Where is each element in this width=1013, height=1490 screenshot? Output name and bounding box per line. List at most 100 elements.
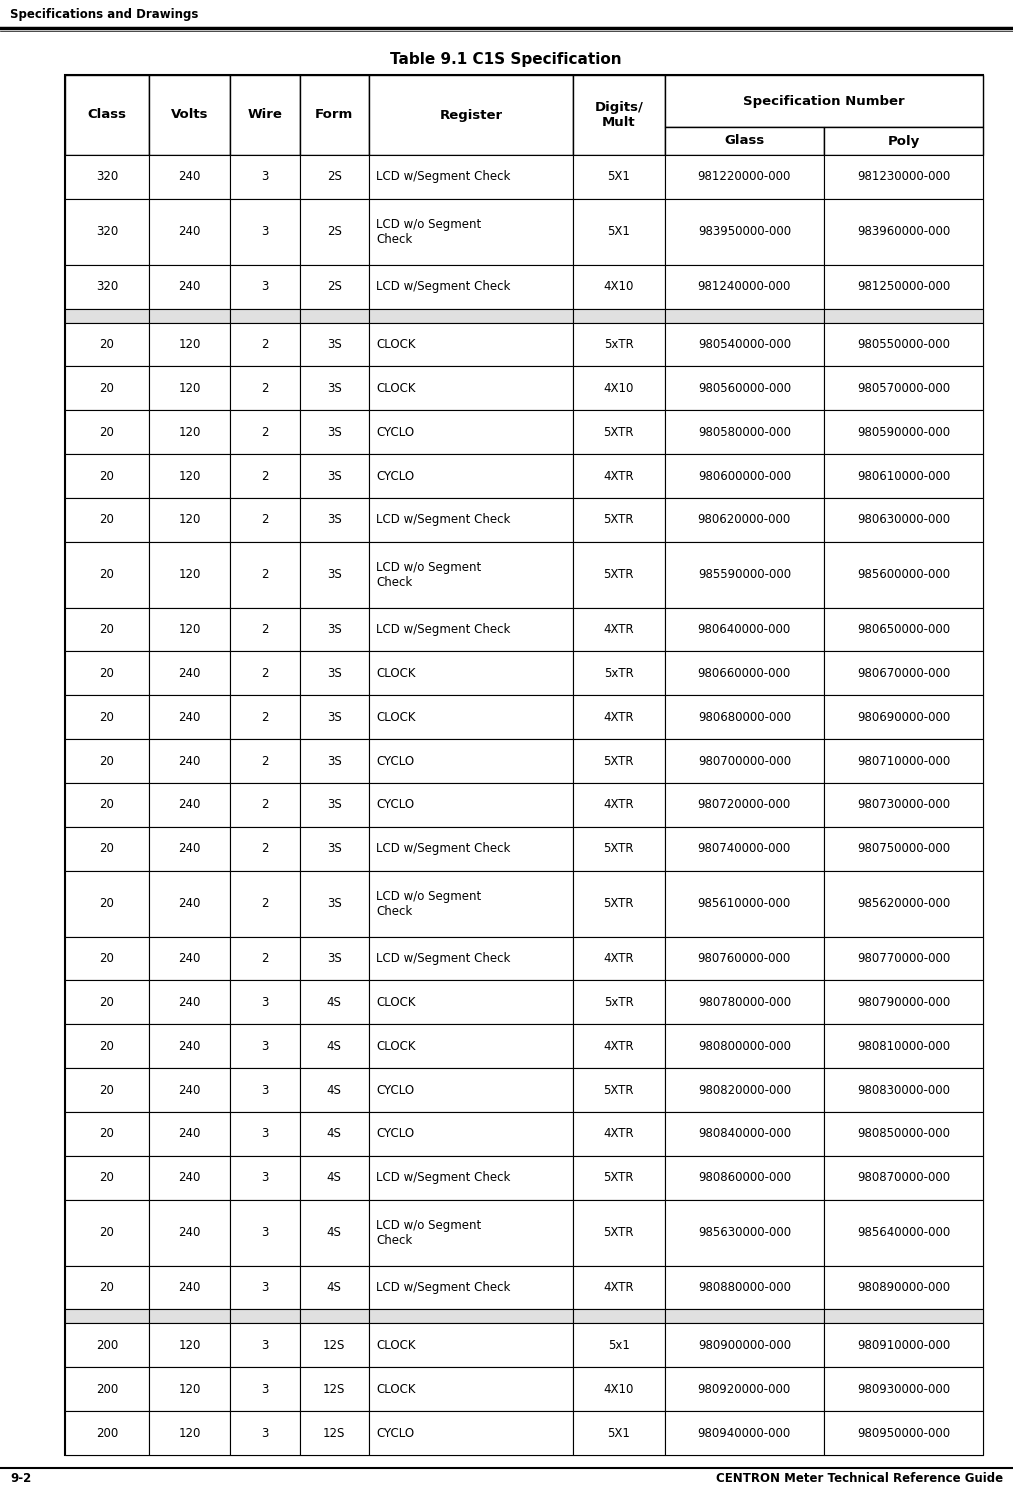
Text: 5xTR: 5xTR — [604, 995, 634, 1009]
Text: 3: 3 — [261, 280, 268, 294]
Bar — [824, 1310, 983, 1323]
Text: 4XTR: 4XTR — [604, 623, 634, 636]
Bar — [369, 608, 573, 651]
Text: 980890000-000: 980890000-000 — [857, 1281, 950, 1293]
Text: 980820000-000: 980820000-000 — [698, 1083, 791, 1097]
Text: 980720000-000: 980720000-000 — [698, 799, 791, 812]
Bar — [665, 608, 824, 651]
Text: 981220000-000: 981220000-000 — [698, 170, 791, 183]
Text: 20: 20 — [99, 568, 114, 581]
Text: 2S: 2S — [327, 170, 341, 183]
Bar — [149, 696, 230, 739]
Bar — [824, 1368, 983, 1411]
Text: 240: 240 — [178, 995, 201, 1009]
Text: 980680000-000: 980680000-000 — [698, 711, 791, 724]
Bar — [300, 784, 369, 827]
Bar — [65, 1199, 149, 1265]
Text: 983960000-000: 983960000-000 — [857, 225, 950, 238]
Text: 240: 240 — [178, 1040, 201, 1053]
Text: 980790000-000: 980790000-000 — [857, 995, 950, 1009]
Text: Volts: Volts — [170, 109, 209, 122]
Text: 320: 320 — [95, 225, 118, 238]
Text: 2: 2 — [261, 952, 268, 966]
Bar — [573, 410, 665, 454]
Text: 985630000-000: 985630000-000 — [698, 1226, 791, 1240]
Bar — [149, 827, 230, 870]
Text: 981250000-000: 981250000-000 — [857, 280, 950, 294]
Bar — [665, 198, 824, 265]
Bar — [149, 367, 230, 410]
Text: 985640000-000: 985640000-000 — [857, 1226, 950, 1240]
Bar — [824, 542, 983, 608]
Text: Poly: Poly — [887, 134, 920, 148]
Text: 980740000-000: 980740000-000 — [698, 842, 791, 855]
Bar — [149, 784, 230, 827]
Bar — [824, 784, 983, 827]
Bar — [65, 410, 149, 454]
Bar — [300, 1368, 369, 1411]
Bar — [149, 198, 230, 265]
Text: 20: 20 — [99, 799, 114, 812]
Text: 4S: 4S — [327, 1040, 341, 1053]
Text: 120: 120 — [178, 514, 201, 526]
Bar — [824, 651, 983, 696]
Text: 5XTR: 5XTR — [604, 1171, 634, 1185]
Bar — [149, 870, 230, 937]
Text: 20: 20 — [99, 1226, 114, 1240]
Bar — [300, 1199, 369, 1265]
Bar — [824, 265, 983, 308]
Bar — [665, 784, 824, 827]
Text: 4XTR: 4XTR — [604, 952, 634, 966]
Bar — [665, 1368, 824, 1411]
Bar — [300, 322, 369, 367]
Bar — [573, 1199, 665, 1265]
Bar — [230, 542, 300, 608]
Text: 2: 2 — [261, 897, 268, 910]
Text: CLOCK: CLOCK — [376, 1383, 415, 1396]
Bar — [65, 265, 149, 308]
Bar — [369, 937, 573, 980]
Text: CLOCK: CLOCK — [376, 668, 415, 679]
Bar — [573, 322, 665, 367]
Bar — [573, 827, 665, 870]
Text: 20: 20 — [99, 1281, 114, 1293]
Bar — [65, 498, 149, 542]
Text: 240: 240 — [178, 1083, 201, 1097]
Text: CLOCK: CLOCK — [376, 1340, 415, 1351]
Bar — [300, 308, 369, 322]
Text: CLOCK: CLOCK — [376, 711, 415, 724]
Text: 3S: 3S — [327, 799, 341, 812]
Bar — [230, 937, 300, 980]
Bar — [300, 498, 369, 542]
Text: 4S: 4S — [327, 1083, 341, 1097]
Text: 4XTR: 4XTR — [604, 711, 634, 724]
Bar — [149, 651, 230, 696]
Bar — [230, 498, 300, 542]
Bar — [230, 1411, 300, 1456]
Bar — [230, 651, 300, 696]
Text: 120: 120 — [178, 338, 201, 352]
Text: LCD w/Segment Check: LCD w/Segment Check — [376, 170, 511, 183]
Text: 980940000-000: 980940000-000 — [698, 1426, 791, 1439]
Text: 980610000-000: 980610000-000 — [857, 469, 950, 483]
Text: 980590000-000: 980590000-000 — [857, 426, 950, 438]
Text: 4S: 4S — [327, 1226, 341, 1240]
Bar — [65, 367, 149, 410]
Bar — [824, 127, 983, 155]
Text: 20: 20 — [99, 711, 114, 724]
Bar — [65, 1323, 149, 1368]
Bar — [300, 1024, 369, 1068]
Bar — [149, 322, 230, 367]
Bar — [369, 410, 573, 454]
Bar — [369, 308, 573, 322]
Text: 4S: 4S — [327, 1171, 341, 1185]
Text: 980550000-000: 980550000-000 — [857, 338, 950, 352]
Text: 20: 20 — [99, 1128, 114, 1140]
Bar — [65, 1112, 149, 1156]
Text: 240: 240 — [178, 952, 201, 966]
Bar — [300, 1310, 369, 1323]
Bar — [573, 696, 665, 739]
Text: 120: 120 — [178, 623, 201, 636]
Bar — [824, 454, 983, 498]
Text: 20: 20 — [99, 514, 114, 526]
